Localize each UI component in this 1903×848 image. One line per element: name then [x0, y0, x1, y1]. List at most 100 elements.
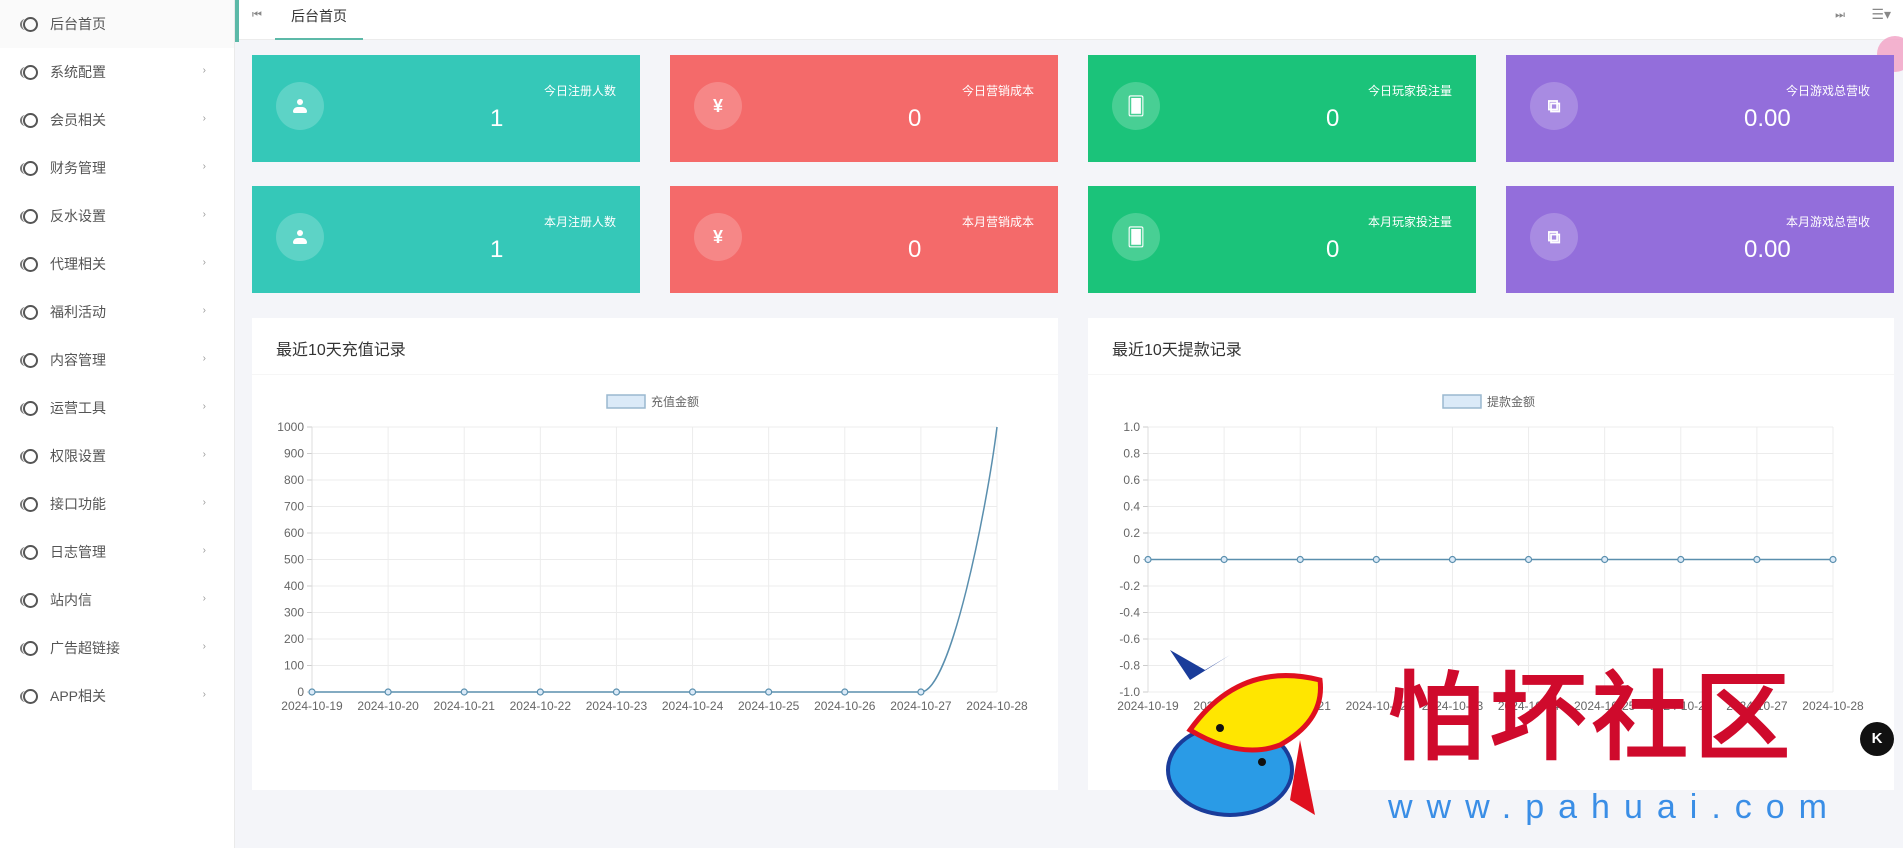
svg-text:2024-10-22: 2024-10-22	[510, 699, 572, 713]
stat-card-today-2: 🂠 今日玩家投注量 0	[1088, 55, 1476, 162]
sidebar-item-1[interactable]: 系统配置 ›	[0, 48, 234, 96]
sidebar-item-9[interactable]: 权限设置 ›	[0, 432, 234, 480]
svg-text:0: 0	[1133, 553, 1140, 567]
sidebar: 后台首页 系统配置 › 会员相关 › 财务管理 › 反水设置 › 代理相关 › 福利活动 › 内容管理 › 运…	[0, 0, 235, 848]
scroll-tabs-right-icon[interactable]: ⏭	[1835, 9, 1845, 21]
sidebar-item-4[interactable]: 反水设置 ›	[0, 192, 234, 240]
panel-divider	[1088, 374, 1894, 375]
recharge-line-chart: 充值金额 0 100 200 300 400 500 600 700 800 900 1000 2024…	[277, 394, 1028, 713]
chevron-right-icon: ›	[202, 257, 206, 268]
stat-card-month-3: ⧉ 本月游戏总营收 0.00	[1506, 186, 1894, 293]
stat-value: 0.00	[1744, 236, 1791, 263]
tab-bar-accent	[235, 0, 239, 42]
watermark-url: www.pahuai.com	[1388, 788, 1842, 826]
recharge-chart-title: 最近10天充值记录	[276, 342, 406, 359]
stat-value: 0.00	[1744, 105, 1791, 132]
chevron-right-icon: ›	[202, 689, 206, 700]
sidebar-item-5[interactable]: 代理相关 ›	[0, 240, 234, 288]
scroll-tabs-left-icon[interactable]: ⏮	[252, 9, 262, 21]
svg-text:2024-10-23: 2024-10-23	[586, 699, 648, 713]
stat-label: 今日游戏总营收	[1785, 84, 1870, 98]
sidebar-item-2[interactable]: 会员相关 ›	[0, 96, 234, 144]
cards-icon: 🂠	[1112, 82, 1160, 130]
svg-text:2024-10-27: 2024-10-27	[1726, 699, 1788, 713]
circle-menu-icon	[20, 209, 38, 224]
sidebar-item-label: 接口功能	[50, 496, 106, 512]
stat-card-month-0: 本月注册人数 1	[252, 186, 640, 293]
svg-text:-0.6: -0.6	[1119, 632, 1140, 646]
stat-label: 今日注册人数	[543, 84, 616, 98]
sidebar-item-6[interactable]: 福利活动 ›	[0, 288, 234, 336]
svg-text:提款金额: 提款金额	[1487, 394, 1535, 409]
sidebar-item-label: 广告超链接	[50, 640, 120, 656]
withdraw-line-chart: 提款金额 -1.0 -0.8 -0.6 -0.4 -0.2 0 0.2 0.4 0.6 0.8 1.0…	[1117, 394, 1864, 713]
svg-text:-1.0: -1.0	[1119, 685, 1140, 699]
chevron-right-icon: ›	[202, 401, 206, 412]
svg-text:-0.8: -0.8	[1119, 659, 1140, 673]
svg-text:900: 900	[284, 447, 304, 461]
circle-menu-icon	[20, 497, 38, 512]
sidebar-item-label: 后台首页	[50, 16, 106, 32]
stat-card-today-0: 今日注册人数 1	[252, 55, 640, 162]
sidebar-item-13[interactable]: 广告超链接 ›	[0, 624, 234, 672]
svg-text:0.6: 0.6	[1123, 473, 1140, 487]
svg-text:0.2: 0.2	[1123, 526, 1140, 540]
stat-label: 本月玩家投注量	[1367, 215, 1452, 229]
stat-card-today-1: ¥ 今日营销成本 0	[670, 55, 1058, 162]
chevron-right-icon: ›	[202, 113, 206, 124]
svg-text:2024-10-23: 2024-10-23	[1422, 699, 1484, 713]
sidebar-item-label: 日志管理	[50, 544, 106, 560]
svg-text:1000: 1000	[277, 420, 304, 434]
sidebar-item-label: 财务管理	[50, 160, 106, 176]
stat-value: 1	[490, 236, 504, 263]
stat-card-today-3: ⧉ 今日游戏总营收 0.00	[1506, 55, 1894, 162]
chevron-right-icon: ›	[202, 545, 206, 556]
circle-menu-icon	[20, 689, 38, 704]
svg-text:2024-10-24: 2024-10-24	[1498, 699, 1560, 713]
stat-label: 本月注册人数	[543, 215, 616, 229]
svg-text:2024-10-19: 2024-10-19	[281, 699, 343, 713]
chevron-right-icon: ›	[202, 641, 206, 652]
sidebar-item-label: 反水设置	[50, 208, 106, 224]
chevron-right-icon: ›	[202, 65, 206, 76]
svg-text:2024-10-21: 2024-10-21	[434, 699, 496, 713]
sidebar-item-8[interactable]: 运营工具 ›	[0, 384, 234, 432]
sidebar-item-0[interactable]: 后台首页	[0, 0, 234, 48]
sidebar-item-7[interactable]: 内容管理 ›	[0, 336, 234, 384]
circle-menu-icon	[20, 17, 38, 32]
recharge-chart-panel: 最近10天充值记录 充值金额 0 100 200 300 400 500 600 700 800 9…	[252, 318, 1058, 790]
today-stats-row: 今日注册人数 1 ¥ 今日营销成本 0 🂠 今日玩家投注量 0 ⧉ 今日游戏总营收 0.00	[252, 55, 1894, 162]
money-icon: ⧉	[1530, 213, 1578, 261]
svg-text:400: 400	[284, 579, 304, 593]
sidebar-item-label: 权限设置	[50, 448, 106, 464]
svg-text:-0.4: -0.4	[1119, 606, 1140, 620]
yen-icon: ¥	[694, 213, 742, 261]
svg-text:600: 600	[284, 526, 304, 540]
stat-label: 本月游戏总营收	[1785, 215, 1870, 229]
sidebar-item-11[interactable]: 日志管理 ›	[0, 528, 234, 576]
chevron-right-icon: ›	[202, 161, 206, 172]
svg-text:700: 700	[284, 500, 304, 514]
stat-value: 1	[490, 105, 504, 132]
sidebar-item-label: APP相关	[50, 688, 107, 704]
tab-options-menu-icon[interactable]: ☰▾	[1871, 6, 1891, 22]
user-icon	[276, 213, 324, 261]
withdraw-chart-title: 最近10天提款记录	[1112, 342, 1242, 359]
svg-text:0.4: 0.4	[1123, 500, 1140, 514]
sidebar-item-3[interactable]: 财务管理 ›	[0, 144, 234, 192]
panel-divider	[252, 374, 1058, 375]
svg-text:0: 0	[297, 685, 304, 699]
svg-text:2024-10-27: 2024-10-27	[890, 699, 952, 713]
circle-menu-icon	[20, 593, 38, 608]
svg-text:-0.2: -0.2	[1119, 579, 1140, 593]
sidebar-item-12[interactable]: 站内信 ›	[0, 576, 234, 624]
stat-value: 0	[908, 105, 922, 132]
tab-dashboard-home[interactable]: 后台首页	[275, 0, 363, 40]
svg-text:2024-10-22: 2024-10-22	[1346, 699, 1408, 713]
stat-value: 0	[1326, 236, 1340, 263]
user-icon	[276, 82, 324, 130]
circle-menu-icon	[20, 65, 38, 80]
sidebar-item-14[interactable]: APP相关 ›	[0, 672, 234, 720]
sidebar-item-10[interactable]: 接口功能 ›	[0, 480, 234, 528]
svg-text:2024-10-21: 2024-10-21	[1270, 699, 1332, 713]
